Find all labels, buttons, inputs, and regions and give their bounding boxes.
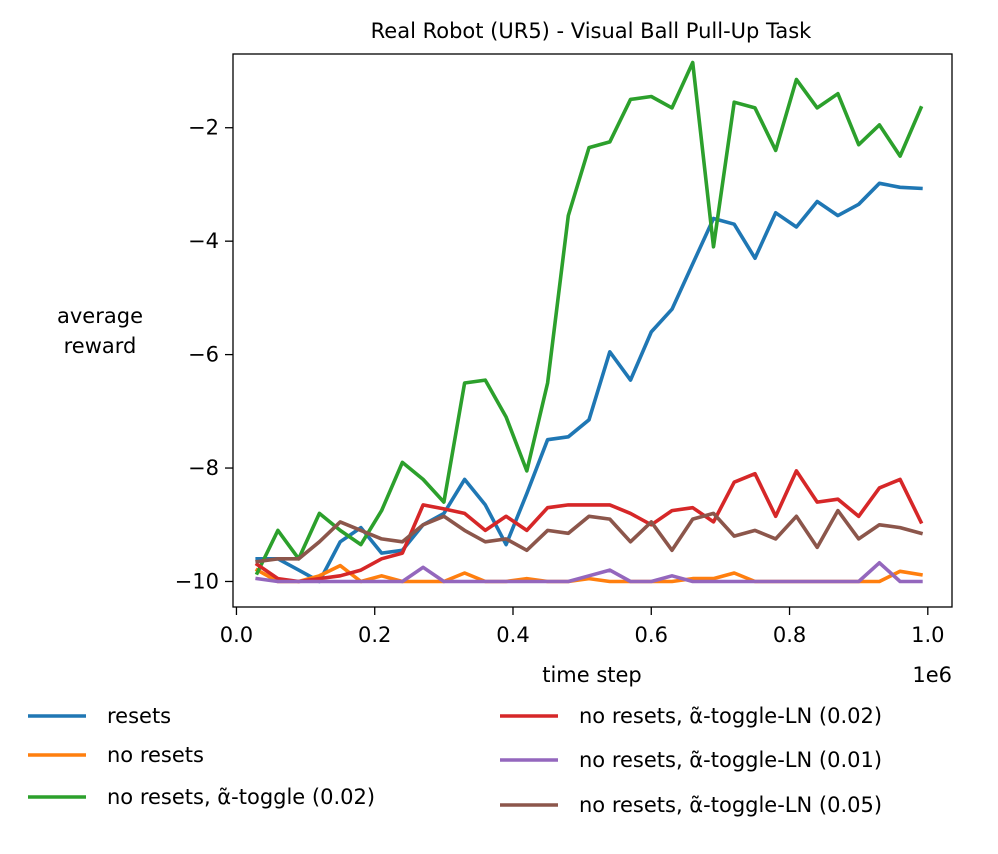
x-axis: 0.0 0.2 0.4 0.6 0.8 1.0 bbox=[220, 607, 945, 647]
plot-frame bbox=[232, 53, 953, 608]
legend-label-0: resets bbox=[107, 704, 171, 728]
y-axis: −10 −8 −6 −4 −2 bbox=[175, 116, 233, 593]
x-tick-label: 1.0 bbox=[911, 623, 944, 647]
x-tick-label: 0.6 bbox=[635, 623, 668, 647]
y-tick-label: −6 bbox=[188, 343, 219, 367]
x-axis-label: time step bbox=[542, 663, 642, 687]
x-tick-label: 0.2 bbox=[358, 623, 391, 647]
plot-area bbox=[232, 53, 953, 608]
y-tick-label: −2 bbox=[188, 116, 219, 140]
series-line-5 bbox=[255, 508, 924, 564]
y-tick-label: −4 bbox=[188, 229, 219, 253]
y-axis-label-line-1: average bbox=[57, 304, 143, 328]
x-tick-label: 0.8 bbox=[773, 623, 806, 647]
legend-label-3: no resets, α̃-toggle-LN (0.02) bbox=[579, 704, 882, 728]
series-line-4 bbox=[255, 560, 923, 584]
legend: resets no resets no resets, α̃-toggle (0.0… bbox=[28, 704, 882, 817]
x-tick-label: 0.4 bbox=[496, 623, 529, 647]
series-group bbox=[254, 60, 924, 584]
series-line-3 bbox=[254, 469, 924, 584]
y-tick-label: −8 bbox=[188, 456, 219, 480]
legend-label-4: no resets, α̃-toggle-LN (0.01) bbox=[579, 748, 882, 772]
legend-label-1: no resets bbox=[107, 743, 204, 767]
x-axis-offset-text: 1e6 bbox=[912, 663, 952, 687]
legend-label-2: no resets, α̃-toggle (0.02) bbox=[107, 785, 375, 809]
legend-label-5: no resets, α̃-toggle-LN (0.05) bbox=[579, 793, 882, 817]
y-axis-label-line-2: reward bbox=[64, 334, 137, 358]
chart-title: Real Robot (UR5) - Visual Ball Pull-Up T… bbox=[371, 19, 813, 43]
x-tick-label: 0.0 bbox=[220, 623, 253, 647]
y-tick-label: −10 bbox=[175, 569, 219, 593]
